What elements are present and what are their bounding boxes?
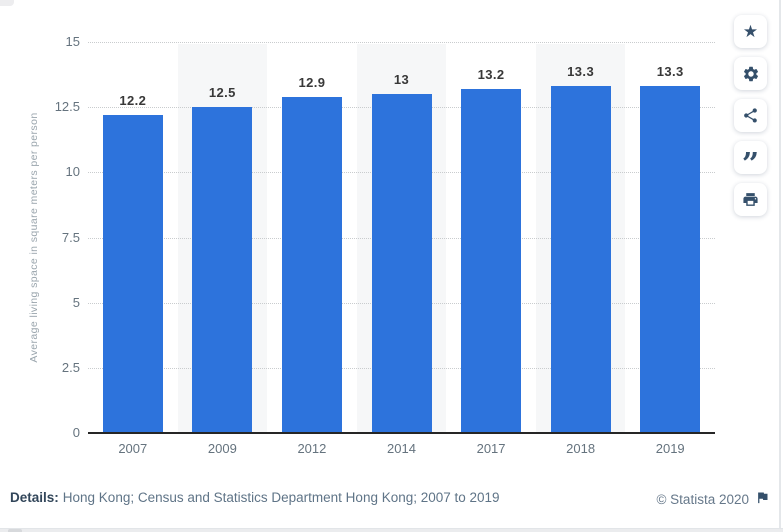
statista-flag-icon	[755, 490, 770, 508]
x-axis-line	[88, 432, 715, 434]
bar[interactable]	[461, 88, 522, 432]
bar[interactable]	[102, 114, 163, 432]
gear-icon	[742, 65, 760, 83]
y-tick-label: 2.5	[61, 359, 80, 375]
y-tick-label: 10	[65, 164, 80, 180]
y-tick-label: 7.5	[61, 229, 80, 245]
copyright: © Statista 2020	[656, 490, 770, 508]
bar[interactable]	[371, 94, 432, 432]
x-tick-label: 2019	[655, 441, 685, 456]
y-tick-label: 15	[65, 34, 80, 49]
printer-icon	[742, 191, 759, 208]
share-icon	[742, 107, 759, 124]
card-right-border	[779, 0, 781, 528]
x-tick-label: 2017	[476, 441, 506, 456]
star-icon: ★	[742, 22, 759, 41]
x-tick-label: 2018	[566, 441, 596, 456]
x-tick-label: 2014	[387, 441, 416, 456]
x-tick-label: 2007	[118, 441, 148, 456]
y-tick-label: 12.5	[54, 99, 80, 115]
print-button[interactable]	[734, 183, 767, 216]
settings-button[interactable]	[734, 57, 767, 90]
bar[interactable]	[281, 96, 342, 432]
bar-value-label: 12.9	[298, 74, 326, 90]
bar[interactable]	[192, 107, 253, 432]
bar-value-label: 13	[393, 72, 410, 88]
details-label: Details:	[10, 490, 59, 505]
details-line: Details: Hong Kong; Census and Statistics…	[10, 490, 500, 505]
bar[interactable]	[640, 86, 701, 432]
copyright-text: © Statista 2020	[656, 491, 749, 507]
card-bottom-border	[0, 528, 783, 529]
bar-value-label: 13.3	[567, 64, 595, 80]
x-tick-label: 2012	[297, 441, 327, 456]
bar-value-label: 13.2	[477, 66, 505, 82]
y-tick-label: 0	[72, 425, 80, 440]
share-button[interactable]	[734, 99, 767, 132]
bottom-strip-tab	[8, 529, 22, 532]
bar-value-label: 12.2	[119, 92, 147, 108]
details-text: Hong Kong; Census and Statistics Departm…	[62, 490, 500, 505]
top-left-sliver	[0, 0, 14, 6]
favorite-button[interactable]: ★	[734, 15, 767, 48]
grid-line	[88, 42, 715, 43]
bar[interactable]	[550, 86, 611, 432]
x-tick-label: 2009	[207, 441, 237, 456]
quote-icon: ”	[741, 146, 760, 182]
bottom-strip	[0, 529, 783, 532]
y-tick-label: 5	[72, 294, 80, 310]
cite-button[interactable]: ”	[734, 141, 767, 179]
bar-value-label: 13.3	[656, 64, 684, 80]
bar-value-label: 12.5	[208, 85, 236, 101]
